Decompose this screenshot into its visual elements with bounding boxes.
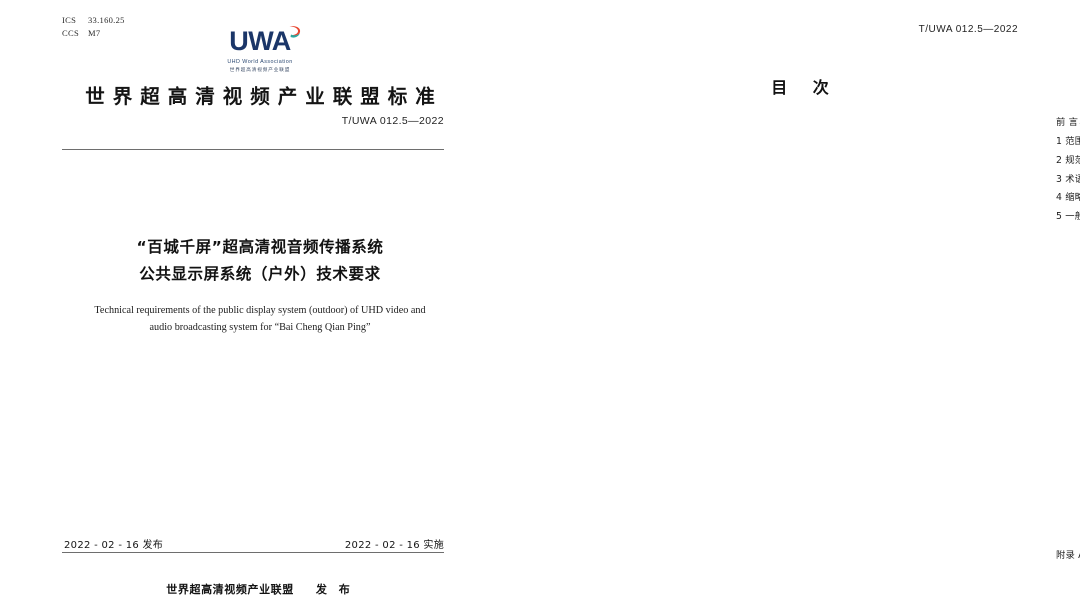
toc-entry[interactable]: 5.8 显示性能要求..............................… bbox=[1056, 358, 1080, 377]
toc-entry[interactable]: 5.9 防护等级................................… bbox=[1056, 377, 1080, 396]
cover-page: ICS 33.160.25 CCS M7 UWA UHD World Associa… bbox=[0, 0, 520, 608]
footer-organization: 世界超高清视频产业联盟 bbox=[166, 583, 294, 596]
issuing-organization: 世界超高清视频产业联盟标准 bbox=[85, 85, 443, 108]
ics-label: ICS bbox=[62, 15, 77, 25]
toc-entry[interactable]: 前 言.....................................… bbox=[1056, 113, 1080, 132]
logo-subtitle-cn: 世界超高清视频产业联盟 bbox=[229, 67, 291, 73]
cover-footer: 世界超高清视频产业联盟 发 布 bbox=[0, 581, 520, 597]
toc-entry-label: 1 范围 bbox=[1056, 135, 1080, 147]
ics-row: ICS 33.160.25 bbox=[62, 14, 125, 27]
cover-bottom-rule bbox=[62, 552, 444, 553]
ccs-value: M7 bbox=[88, 28, 101, 39]
toc-entry[interactable]: 5.16 建筑强度要求.............................… bbox=[1056, 509, 1080, 528]
uwa-logo: UWA UHD World Association 世界超高清视频产业联盟 bbox=[0, 26, 520, 73]
toc-entry[interactable]: 5.5 功能要求................................… bbox=[1056, 301, 1080, 320]
toc-entry-label: 2 规范性引用文件 bbox=[1056, 154, 1080, 166]
cover-title-cn-line2: 公共显示屏系统（户外）技术要求 bbox=[139, 264, 381, 283]
cover-title-cn-line1: “百城千屏”超高清视音频传播系统 bbox=[136, 238, 384, 256]
page-header-standard-number: T/UWA 012.5—2022 bbox=[918, 24, 1018, 35]
logo-subtitle-en: UHD World Association bbox=[227, 59, 293, 65]
toc-entry[interactable]: 附录 A （资料性）音响系统..........................… bbox=[1056, 546, 1080, 565]
ics-value: 33.160.25 bbox=[88, 15, 125, 25]
toc-entry[interactable]: 5.6 系统接口................................… bbox=[1056, 320, 1080, 339]
toc-entry[interactable]: 1 范围....................................… bbox=[1056, 132, 1080, 151]
toc-entry-label: 前 言 bbox=[1056, 117, 1079, 128]
toc-entry[interactable]: 5.15 节能特性...............................… bbox=[1056, 490, 1080, 509]
toc-entry-label: 5 一般要求 bbox=[1056, 211, 1080, 223]
toc-entry[interactable]: 5.17 音响系统...............................… bbox=[1056, 528, 1080, 547]
toc-entry-label: 4 缩略语 bbox=[1056, 192, 1080, 204]
issue-date: 2022 - 02 - 16 发布 bbox=[64, 540, 164, 551]
toc-entry-label: 3 术语和定义 bbox=[1056, 173, 1080, 185]
cover-dates: 2022 - 02 - 16 发布 2022 - 02 - 16 实施 bbox=[64, 536, 444, 551]
toc-entry[interactable]: 5.2 外观结构................................… bbox=[1056, 245, 1080, 264]
standard-number: T/UWA 012.5—2022 bbox=[341, 115, 444, 127]
toc-entry[interactable]: 5.11 电磁兼容性..............................… bbox=[1056, 415, 1080, 434]
cover-title-en: Technical requirements of the public dis… bbox=[66, 303, 454, 336]
toc-entry[interactable]: 5.14 环境保护...............................… bbox=[1056, 471, 1080, 490]
cover-title-en-line2: audio broadcasting system for “Bai Cheng… bbox=[149, 321, 371, 333]
toc-entry[interactable]: 3 术语和定义.................................… bbox=[1056, 170, 1080, 189]
contents-title: 目 次 bbox=[771, 78, 839, 97]
toc-entry[interactable]: 2 规范性引用文件...............................… bbox=[1056, 151, 1080, 170]
effective-date: 2022 - 02 - 16 实施 bbox=[344, 540, 444, 551]
logo-mark: UWA bbox=[229, 26, 300, 56]
logo-swoosh-icon bbox=[289, 26, 300, 38]
toc-entry[interactable]: 5.1 正常使用条件..............................… bbox=[1056, 226, 1080, 245]
toc-entry[interactable]: 5.7 物理性能要求..............................… bbox=[1056, 339, 1080, 358]
toc-entry[interactable]: 5.10 安全性................................… bbox=[1056, 396, 1080, 415]
toc-entry-label: 附录 A （资料性）音响系统 bbox=[1056, 550, 1080, 562]
cover-title-en-line1: Technical requirements of the public dis… bbox=[94, 305, 426, 316]
contents-page: T/UWA 012.5—2022 目 次 前 言................… bbox=[520, 0, 1080, 608]
toc-entry[interactable]: 5 一般要求..................................… bbox=[1056, 207, 1080, 226]
toc-entry[interactable]: A.1 音响系统................................… bbox=[1056, 565, 1080, 584]
toc-entry[interactable]: 5.3 系统框图................................… bbox=[1056, 264, 1080, 283]
ccs-row: CCS M7 bbox=[62, 27, 125, 40]
cover-title-cn: “百城千屏”超高清视音频传播系统 公共显示屏系统（户外）技术要求 bbox=[60, 234, 460, 287]
toc-entry[interactable]: 5.12 环境适应性..............................… bbox=[1056, 433, 1080, 452]
toc-entry[interactable]: 4 缩略语...................................… bbox=[1056, 188, 1080, 207]
contents-list: 前 言.....................................… bbox=[1056, 113, 1080, 584]
classification-codes: ICS 33.160.25 CCS M7 bbox=[62, 14, 125, 40]
cover-top-rule bbox=[62, 149, 444, 150]
ccs-label: CCS bbox=[62, 28, 79, 39]
footer-publish-label: 发 布 bbox=[315, 583, 354, 596]
logo-wordmark: UWA bbox=[229, 26, 291, 56]
toc-entry[interactable]: 5.13 可靠性................................… bbox=[1056, 452, 1080, 471]
toc-entry[interactable]: 5.4 播放要求................................… bbox=[1056, 283, 1080, 302]
